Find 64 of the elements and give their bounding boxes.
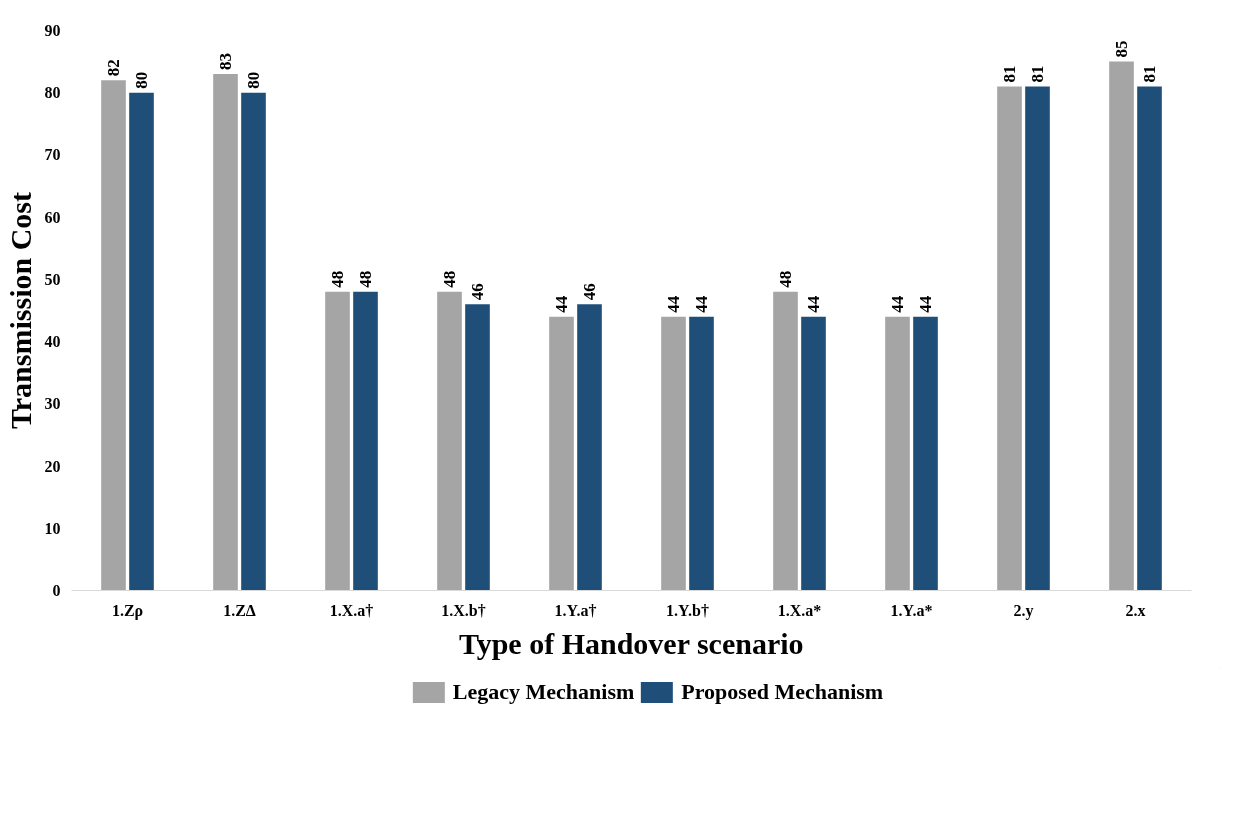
x-tick-label: 2.y bbox=[1013, 601, 1034, 620]
bar bbox=[325, 291, 350, 591]
data-label: 83 bbox=[216, 53, 235, 71]
data-label: 48 bbox=[328, 270, 347, 288]
data-label: 82 bbox=[104, 59, 123, 77]
data-label: 48 bbox=[356, 270, 375, 288]
x-tick-label: 1.X.b† bbox=[441, 601, 486, 619]
data-label: 46 bbox=[580, 283, 599, 301]
bar bbox=[101, 80, 126, 591]
y-tick-label: 90 bbox=[44, 22, 61, 39]
y-tick-label: 80 bbox=[44, 84, 61, 102]
x-tick-label: 1.X.a* bbox=[777, 601, 822, 619]
data-label: 81 bbox=[1000, 65, 1019, 83]
bar bbox=[913, 316, 938, 591]
bar bbox=[661, 316, 686, 591]
bar bbox=[689, 316, 714, 591]
y-tick-label: 40 bbox=[44, 333, 61, 351]
bar bbox=[885, 316, 910, 591]
y-tick-label: 20 bbox=[44, 457, 61, 475]
data-label: 85 bbox=[1112, 40, 1131, 58]
bar bbox=[1109, 61, 1134, 591]
bar bbox=[549, 316, 574, 591]
data-label: 81 bbox=[1140, 65, 1159, 83]
x-axis-title: Type of Handover scenario bbox=[458, 626, 804, 660]
bar bbox=[129, 92, 154, 591]
x-tick-label: 2.x bbox=[1125, 601, 1146, 619]
legend-label: Proposed Mechanism bbox=[681, 679, 884, 705]
bar bbox=[1025, 86, 1050, 591]
data-label: 44 bbox=[916, 295, 935, 313]
bar bbox=[437, 291, 462, 591]
bar bbox=[997, 86, 1022, 591]
y-tick-label: 50 bbox=[44, 270, 61, 288]
data-label: 44 bbox=[888, 295, 907, 313]
y-tick-label: 0 bbox=[52, 582, 61, 599]
data-label: 81 bbox=[1028, 65, 1047, 83]
x-tick-label: 1.Y.a† bbox=[554, 601, 597, 619]
y-tick-label: 10 bbox=[44, 519, 61, 537]
y-tick-label: 70 bbox=[44, 146, 61, 164]
data-label: 80 bbox=[132, 71, 151, 89]
bar bbox=[577, 304, 602, 591]
bar bbox=[353, 291, 378, 591]
x-tick-label: 1.ZΔ bbox=[223, 601, 256, 619]
bar bbox=[773, 291, 798, 591]
data-label: 44 bbox=[692, 295, 711, 313]
data-label: 48 bbox=[440, 270, 459, 288]
x-tick-label: 1.X.a† bbox=[329, 601, 374, 619]
y-axis-title: Transmission Cost bbox=[3, 192, 37, 429]
y-tick-label: 30 bbox=[44, 395, 61, 413]
data-label: 80 bbox=[244, 71, 263, 89]
x-tick-label: 1.Y.b† bbox=[666, 601, 709, 619]
bar bbox=[213, 74, 238, 591]
data-label: 46 bbox=[468, 283, 487, 301]
bar bbox=[465, 304, 490, 591]
x-tick-label: 1.Zρ bbox=[111, 601, 144, 620]
data-label: 48 bbox=[776, 270, 795, 288]
data-label: 44 bbox=[664, 295, 683, 313]
bar bbox=[801, 316, 826, 591]
legend-label: Legacy Mechanism bbox=[452, 679, 635, 705]
y-tick-label: 60 bbox=[44, 208, 61, 226]
x-tick-label: 1.Y.a* bbox=[890, 601, 933, 619]
bar bbox=[241, 92, 266, 591]
data-label: 44 bbox=[804, 295, 823, 313]
data-label: 44 bbox=[552, 295, 571, 313]
bar bbox=[1137, 86, 1162, 591]
